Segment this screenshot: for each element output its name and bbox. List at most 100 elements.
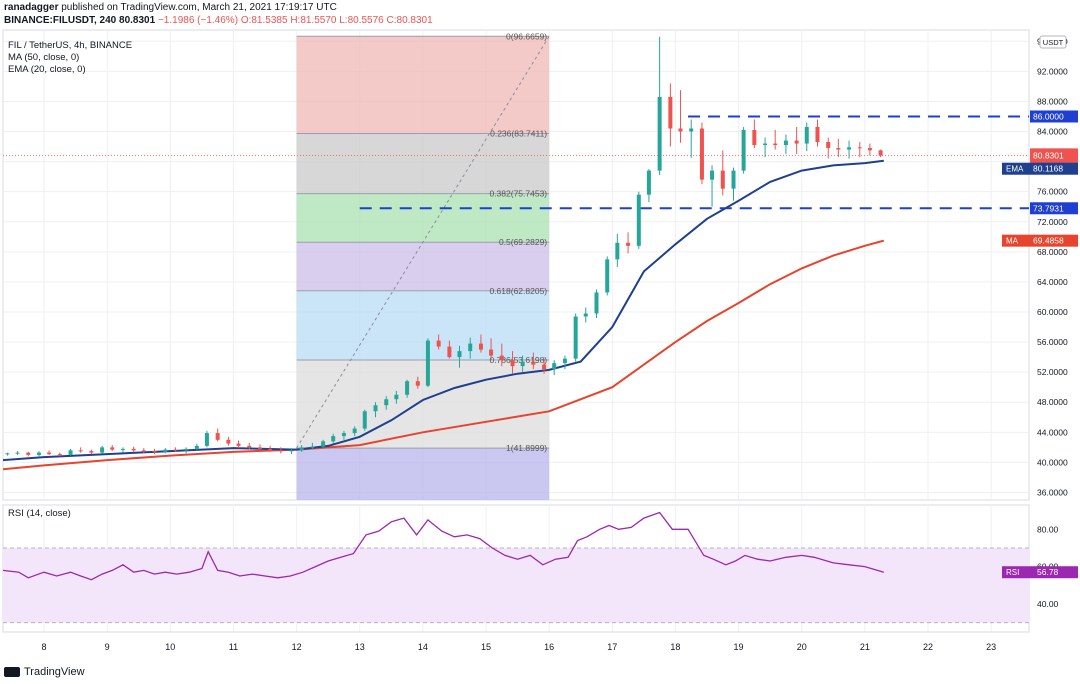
brand-logo[interactable]: TradingView [4,666,85,678]
price-tick-label: 52.0000 [1037,367,1068,377]
candle [773,130,778,150]
candle-body [689,128,694,132]
candle-body [394,394,399,400]
rsi-line [2,511,884,581]
candle [489,338,494,361]
candle [415,376,420,389]
legend-ema[interactable]: EMA (20, close, 0) [8,64,86,75]
price-tick-label: 76.0000 [1037,187,1068,197]
rsi-tick-label: 40.00 [1037,599,1059,609]
candle [5,452,10,456]
candle [26,451,31,457]
candle [731,167,736,201]
author-name[interactable]: ranadagger [4,2,59,13]
currency-badge-box [1039,35,1067,49]
candle [783,134,788,155]
candle-body [68,450,73,455]
candle-body [447,346,452,358]
candle [678,90,683,143]
price-tick-label: 84.0000 [1037,127,1068,137]
candle [47,450,52,455]
fib-zone [296,36,550,134]
candle [100,445,105,454]
fib-level-label: 0.786(53.6198) [489,355,547,365]
candle-body [36,452,41,455]
candle-body [478,343,483,350]
legend-rsi[interactable]: RSI (14, close) [8,508,71,519]
candle [605,256,610,296]
candle-body [215,433,220,440]
candle-body [204,433,209,446]
price-tick-label: 72.0000 [1037,217,1068,227]
fib-zone [296,133,550,194]
candle [804,122,809,152]
rsi-band-fill [3,547,1029,623]
candles [5,36,883,458]
fib-level-label: 0(96.6659) [506,31,547,41]
price-tick-label: 40.0000 [1037,457,1068,467]
fib-zone [296,359,550,449]
candle-body [720,170,725,189]
high-value: H:81.5570 [290,15,337,26]
price-axis: 96.000092.000088.000084.000080.000076.00… [1037,36,1068,497]
candle-body [763,143,768,146]
candle-body [542,364,547,370]
candle-body [373,405,378,412]
candle [583,307,588,323]
candle-body [646,170,651,195]
candle [531,352,536,370]
legend-symbol[interactable]: FIL / TetherUS, 4h, BINANCE [8,40,133,51]
candle-body [384,399,389,406]
candle-body [141,450,146,452]
time-tick-label: 11 [229,642,238,652]
candle [310,442,315,450]
candle-body [531,361,536,365]
candle [720,150,725,196]
candle-body [289,450,294,452]
candle-body [331,436,336,442]
candle [321,439,326,449]
indicator-price-tag: EMA 80.1168 [1002,162,1078,175]
candle-body [562,358,567,364]
time-tick-label: 13 [355,642,365,652]
candle-body [499,355,504,361]
candle-body [352,428,357,434]
candle [299,445,304,452]
candle-body [436,340,441,347]
candle-body [78,450,83,452]
candle-body [615,242,620,260]
rsi-tick-label: 80.00 [1037,524,1059,534]
symbol-name[interactable]: BINANCE:FILUSDT, 240 [4,15,117,26]
candle-body [678,128,683,132]
level-tag-box [1030,110,1078,123]
candle [867,143,872,156]
candle [131,446,136,452]
candle-body [573,316,578,359]
fib-zone [296,242,550,291]
candle [478,334,483,353]
candle-body [605,259,610,293]
candle-body [184,448,189,451]
legend-ma[interactable]: MA (50, close, 0) [8,52,80,63]
candle-body [15,452,20,454]
publish-line: ranadagger published on TradingView.com,… [4,2,337,13]
fib-level-label: 0.382(75.7453) [489,189,547,199]
candle-body [468,343,473,352]
candle-body [636,194,641,246]
time-tick-label: 16 [544,642,554,652]
level-price-tag: 86.0000 [1030,110,1078,123]
price-tick-label: 88.0000 [1037,96,1068,106]
candle-body [425,340,430,386]
candle-body [299,447,304,451]
candle [468,337,473,359]
close-value: C:80.8301 [386,15,433,26]
indicator-tag-value: 80.1168 [1033,164,1063,174]
candle [163,448,168,454]
time-tick-label: 10 [165,642,175,652]
indicator-tag-box [1002,162,1078,175]
last-tag-label: 80.8301 [1033,150,1064,160]
candle-body [583,313,588,317]
candle [562,355,567,370]
candle [878,149,883,158]
